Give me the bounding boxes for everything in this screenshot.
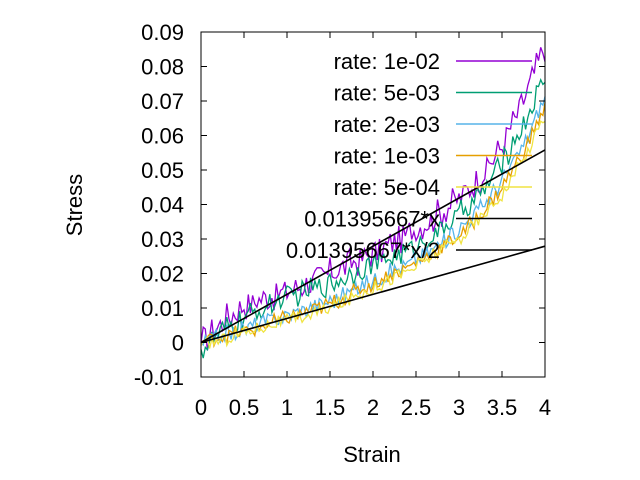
y-tick-label: 0.02 [141, 262, 184, 287]
legend-label-7: 0.01395667*x/2 [286, 238, 440, 263]
x-tick-label: 3 [453, 395, 465, 420]
x-tick-label: 1.5 [315, 395, 346, 420]
x-tick-label: 2.5 [401, 395, 432, 420]
axis-ticks: 0 0.5 1 1.5 2 2.5 3 3.5 4 -0.01 0 0.01 0.02 0.03 0.04 0… [134, 20, 551, 420]
y-tick-label: 0.08 [141, 55, 184, 80]
series-line-5 [200, 120, 546, 349]
y-tick-label: 0.04 [141, 193, 184, 218]
legend-label-2: rate: 5e-03 [334, 81, 440, 106]
series-layer [200, 47, 546, 359]
y-tick-label: 0.03 [141, 227, 184, 252]
x-tick-label: 0 [195, 395, 207, 420]
legend-label-4: rate: 1e-03 [334, 144, 440, 169]
y-tick-label: 0.07 [141, 89, 184, 114]
x-tick-label: 1 [281, 395, 293, 420]
series-line-6 [200, 149, 546, 344]
y-axis-label: Stress [62, 174, 87, 236]
y-tick-label: 0 [172, 331, 184, 356]
series-line-7 [200, 245, 546, 344]
x-axis-label: Strain [343, 442, 400, 467]
y-tick-label: 0.01 [141, 296, 184, 321]
y-tick-label: 0.09 [141, 20, 184, 45]
x-tick-label: 4 [539, 395, 551, 420]
y-tick-label: -0.01 [134, 365, 184, 390]
x-tick-label: 2 [367, 395, 379, 420]
legend-label-3: rate: 2e-03 [334, 112, 440, 137]
x-tick-label: 0.5 [229, 395, 260, 420]
legend-label-1: rate: 1e-02 [334, 49, 440, 74]
legend-label-5: rate: 5e-04 [334, 175, 440, 200]
y-tick-label: 0.06 [141, 124, 184, 149]
y-tick-label: 0.05 [141, 158, 184, 183]
legend-label-6: 0.01395667*x [304, 207, 440, 232]
legend: rate: 1e-02 rate: 5e-03 rate: 2e-03 rate: 1… [286, 49, 532, 263]
x-tick-label: 3.5 [487, 395, 518, 420]
